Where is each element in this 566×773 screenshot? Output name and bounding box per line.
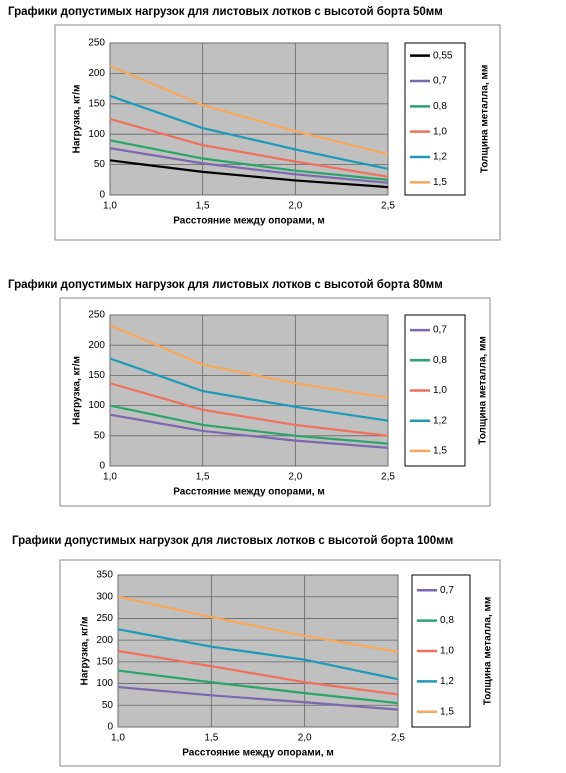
y-tick-label: 100 — [88, 400, 105, 411]
series-line — [109, 117, 389, 178]
y-tick-label: 200 — [88, 68, 105, 79]
x-axis-title: Расстояние между опорами, м — [173, 487, 324, 498]
x-tick-label: 2,0 — [288, 472, 302, 483]
legend-label: 1,2 — [433, 415, 447, 426]
y-tick-label: 50 — [94, 430, 106, 441]
legend-label: 0,7 — [433, 325, 447, 336]
legend-label: 1,0 — [433, 126, 447, 137]
y-axis-title: Нагрузка, кг/м — [72, 356, 83, 425]
y-tick-label: 250 — [88, 38, 105, 49]
x-tick-label: 2,5 — [381, 201, 395, 212]
y-tick-label: 150 — [88, 370, 105, 381]
y-tick-label: 0 — [99, 190, 105, 201]
series-line — [109, 382, 389, 437]
legend-label: 1,5 — [433, 177, 447, 188]
x-axis-title: Расстояние между опорами, м — [173, 216, 324, 227]
x-tick-label: 1,0 — [111, 733, 125, 744]
legend-label: 1,2 — [440, 676, 454, 687]
plot-area — [117, 574, 399, 728]
legend-label: 1,2 — [433, 152, 447, 163]
chart-title: Графики допустимых нагрузок для листовых… — [12, 535, 453, 547]
legend-title: Толщина металла, мм — [483, 597, 494, 706]
series-line — [117, 649, 399, 696]
chart-title: Графики допустимых нагрузок для листовых… — [8, 6, 443, 18]
y-tick-label: 200 — [88, 340, 105, 351]
series-line — [109, 404, 389, 445]
series-line — [109, 324, 389, 399]
x-tick-label: 2,5 — [381, 472, 395, 483]
series-line — [117, 669, 399, 705]
y-tick-label: 300 — [96, 591, 113, 602]
x-axis-title: Расстояние между опорами, м — [182, 748, 333, 759]
y-tick-label: 50 — [102, 700, 114, 711]
legend-label: 0,8 — [433, 101, 447, 112]
series-line — [117, 685, 399, 711]
y-tick-label: 150 — [88, 98, 105, 109]
legend-label: 1,0 — [440, 646, 454, 657]
series-line — [109, 357, 389, 422]
y-tick-label: 100 — [88, 129, 105, 140]
series-line — [109, 94, 389, 170]
y-tick-label: 250 — [96, 613, 113, 624]
series-line — [117, 595, 399, 653]
x-tick-label: 1,5 — [196, 472, 210, 483]
y-tick-label: 0 — [107, 722, 113, 733]
legend-label: 1,0 — [433, 385, 447, 396]
legend-title: Толщина металла, мм — [480, 65, 491, 174]
legend-title: Толщина металла, мм — [478, 336, 489, 445]
series-line — [109, 147, 389, 184]
y-tick-label: 350 — [96, 570, 113, 581]
legend-box — [404, 42, 466, 196]
y-axis-title: Нагрузка, кг/м — [72, 85, 83, 154]
y-tick-label: 200 — [96, 635, 113, 646]
legend-label: 0,8 — [440, 615, 454, 626]
series-line — [109, 139, 389, 181]
y-tick-label: 0 — [99, 461, 105, 472]
y-tick-label: 100 — [96, 678, 113, 689]
series-line — [109, 413, 389, 449]
legend-label: 0,55 — [433, 50, 453, 61]
x-tick-label: 2,0 — [288, 201, 302, 212]
y-tick-label: 250 — [88, 310, 105, 321]
chart-title: Графики допустимых нагрузок для листовых… — [8, 279, 443, 291]
x-tick-label: 1,5 — [204, 733, 218, 744]
y-tick-label: 150 — [96, 656, 113, 667]
legend-label: 0,8 — [433, 355, 447, 366]
x-tick-label: 2,5 — [391, 733, 405, 744]
y-axis-title: Нагрузка, кг/м — [80, 617, 91, 686]
x-tick-label: 1,0 — [103, 472, 117, 483]
legend-label: 0,7 — [440, 585, 454, 596]
legend-label: 1,5 — [433, 446, 447, 457]
y-tick-label: 50 — [94, 159, 106, 170]
series-line — [109, 159, 389, 189]
series-line — [109, 65, 389, 156]
legend-label: 1,5 — [440, 706, 454, 717]
x-tick-label: 1,0 — [103, 201, 117, 212]
series-line — [117, 628, 399, 681]
x-tick-label: 2,0 — [298, 733, 312, 744]
x-tick-label: 1,5 — [196, 201, 210, 212]
legend-label: 0,7 — [433, 76, 447, 87]
